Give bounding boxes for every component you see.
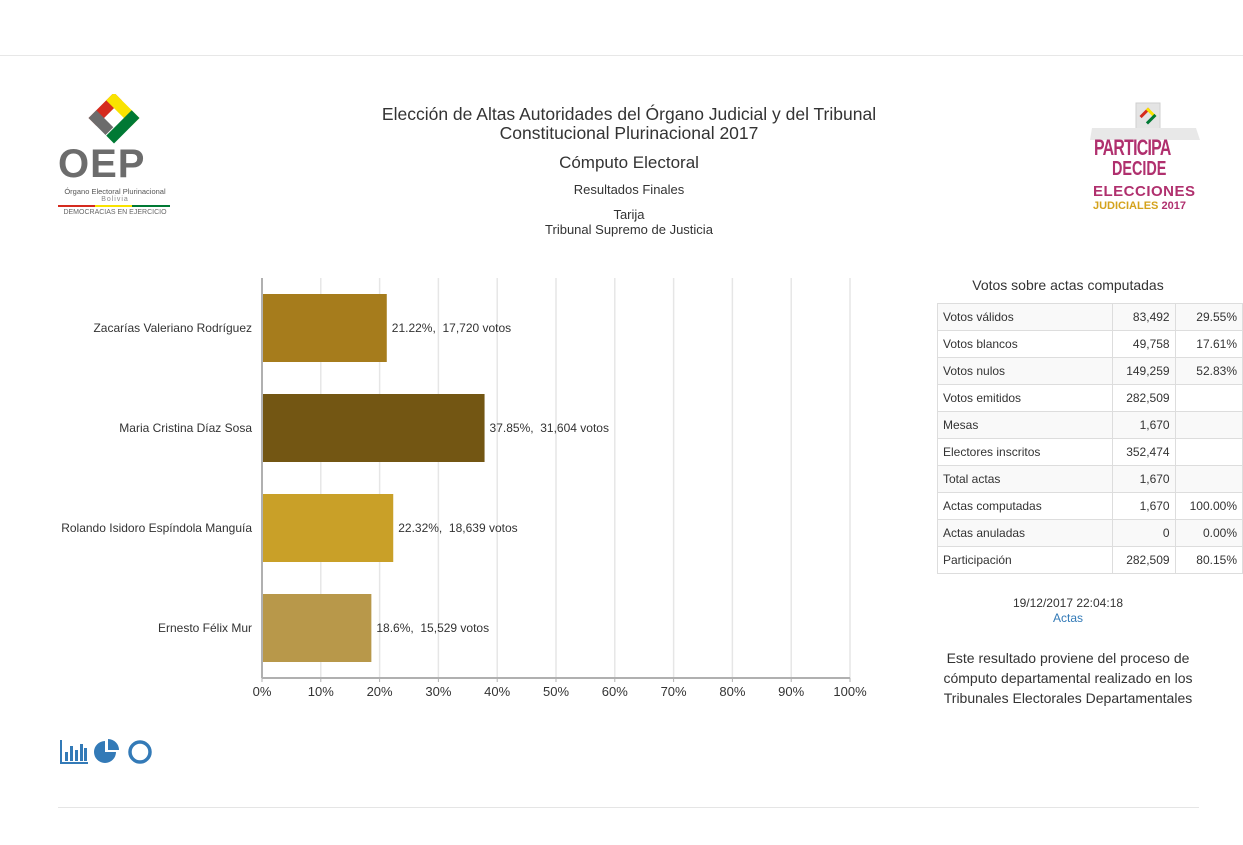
stats-table: Votos válidos 83,492 29.55% Votos blancos 49… [936,303,1243,574]
x-tick-label: 90% [778,684,804,699]
x-tick-label: 70% [661,684,687,699]
stats-row: Votos blancos 49,758 17.61% [936,330,1243,358]
category-label: Ernesto Félix Mur [158,621,252,635]
x-tick-label: 80% [719,684,745,699]
oep-logo-text: OEP [58,142,146,186]
results-type: Resultados Finales [573,182,685,197]
judiciales-word: JUDICIALES [1093,200,1159,212]
oep-logo: OEP Órgano Electoral Plurinacional Boliv… [56,94,172,218]
category-label: Zacarías Valeriano Rodríguez [93,321,252,335]
ballot-box-icon [1090,102,1200,140]
page-title: Elección de Altas Autoridades del Órgano… [381,104,877,143]
stats-row: Actas anuladas 0 0.00% [936,519,1243,547]
oep-logo-subtext: Órgano Electoral Plurinacional [64,187,166,196]
stats-row-pct: 0.00% [1174,519,1243,547]
oep-logo-country: Bolivia [101,196,129,203]
elecciones-text: ELECCIONES [1093,183,1196,200]
stats-row-value: 352,474 [1112,438,1176,466]
stats-row-value: 1,670 [1112,492,1176,520]
stats-row-label: Electores inscritos [936,438,1114,466]
stats-row-value: 83,492 [1112,303,1176,331]
category-label: Maria Cristina Díaz Sosa [119,421,252,435]
stats-row-value: 149,259 [1112,357,1176,385]
pie-chart-icon[interactable] [92,738,122,766]
bar [263,394,485,462]
stats-title: Votos sobre actas computadas [972,277,1164,293]
bottom-divider [58,807,1199,808]
stats-row-pct: 29.55% [1174,303,1243,331]
x-tick-label: 20% [367,684,393,699]
year-text: 2017 [1161,200,1186,212]
actas-link[interactable]: Actas [1052,611,1083,625]
page-subtitle: Cómputo Electoral [559,153,699,172]
stats-row-label: Votos blancos [936,330,1114,358]
category-label: Rolando Isidoro Espíndola Manguía [61,521,252,535]
stats-row-label: Actas anuladas [936,519,1114,547]
stats-row: Total actas 1,670 [936,465,1243,493]
stats-row-label: Participación [936,546,1114,574]
participa-text: PARTICIPA [1094,135,1171,160]
x-tick-label: 40% [484,684,510,699]
oep-logo-motto: DEMOCRACIAS EN EJERCICIO [63,209,167,216]
stats-row-label: Actas computadas [936,492,1114,520]
x-tick-label: 50% [543,684,569,699]
x-tick-label: 100% [833,684,867,699]
stats-row-pct: 17.61% [1174,330,1243,358]
stats-row-pct: 100.00% [1174,492,1243,520]
department-name: Tarija [613,207,645,222]
stats-row-pct [1174,438,1243,466]
bar-chart-icon[interactable] [58,738,88,766]
data-label: 37.85%, 31,604 votos [490,421,609,435]
stats-row-value: 1,670 [1112,411,1176,439]
bar [263,294,387,362]
data-label: 21.22%, 17,720 votos [392,321,511,335]
stats-row-label: Votos válidos [936,303,1114,331]
stats-row-value: 282,509 [1112,384,1176,412]
stats-row: Mesas 1,670 [936,411,1243,439]
results-bar-chart: 0% 10% 20% 30% 40% 50% 60% 70% 80% 90% 100% Zacaría… [61,278,867,699]
stats-row-pct [1174,411,1243,439]
results-note: Este resultado proviene del proceso de c… [943,650,1193,706]
bar [263,494,394,562]
timestamp: 19/12/2017 22:04:18 [1012,596,1124,610]
tribunal-name: Tribunal Supremo de Justicia [545,222,713,237]
stats-row: Votos válidos 83,492 29.55% [936,303,1243,331]
stats-row-pct: 52.83% [1174,357,1243,385]
chart-type-switcher [58,738,156,766]
judiciales-text: JUDICIALES 2017 [1093,200,1186,212]
stats-row-pct [1174,465,1243,493]
stats-row: Votos nulos 149,259 52.83% [936,357,1243,385]
x-tick-label: 30% [425,684,451,699]
oep-emblem-icon [88,94,140,144]
participa-decide-logo: PARTICIPA DECIDE ELECCIONES JUDICIALES 2… [1090,100,1200,215]
stats-row-label: Votos nulos [936,357,1114,385]
stats-row: Actas computadas 1,670 100.00% [936,492,1243,520]
stats-row-label: Mesas [936,411,1114,439]
x-tick-label: 0% [253,684,272,699]
stats-row: Participación 282,509 80.15% [936,546,1243,574]
stats-row-label: Total actas [936,465,1114,493]
data-label: 18.6%, 15,529 votos [376,621,489,635]
stats-row-label: Votos emitidos [936,384,1114,412]
donut-chart-icon[interactable] [126,738,156,766]
top-divider [0,55,1243,56]
stats-row-pct: 80.15% [1174,546,1243,574]
stats-row-value: 1,670 [1112,465,1176,493]
stats-row-value: 0 [1112,519,1176,547]
stats-row: Votos emitidos 282,509 [936,384,1243,412]
stats-row-value: 282,509 [1112,546,1176,574]
stats-row: Electores inscritos 352,474 [936,438,1243,466]
x-tick-label: 60% [602,684,628,699]
stats-row-value: 49,758 [1112,330,1176,358]
oep-flag-bar [58,205,170,207]
bar [263,594,372,662]
stats-row-pct [1174,384,1243,412]
data-label: 22.32%, 18,639 votos [398,521,517,535]
decide-text: DECIDE [1112,158,1167,180]
x-tick-label: 10% [308,684,334,699]
